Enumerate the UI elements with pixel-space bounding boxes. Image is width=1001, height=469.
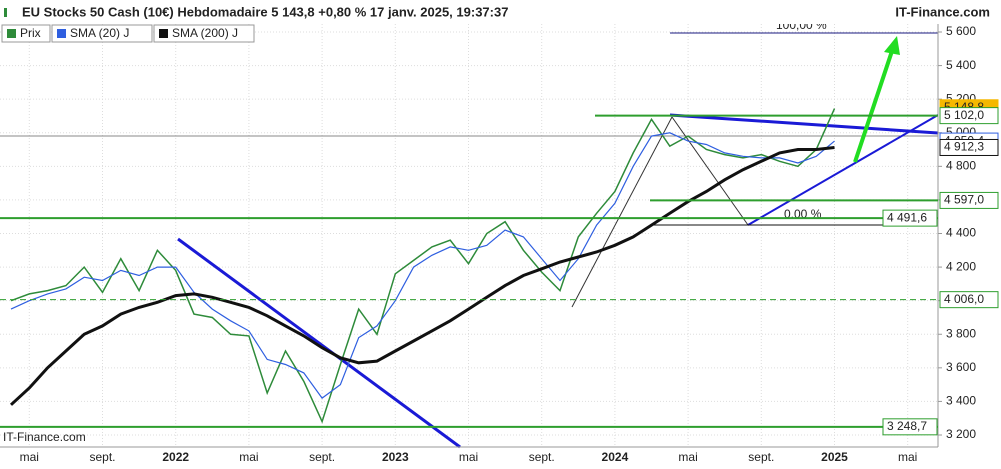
legend-label: SMA (20) J bbox=[70, 26, 129, 40]
level-label: 4 912,3 bbox=[944, 140, 984, 154]
x-tick-label: mai bbox=[898, 450, 917, 464]
level-box bbox=[882, 418, 938, 436]
level-label: 3 248,7 bbox=[887, 419, 927, 433]
level-box bbox=[882, 209, 938, 227]
y-tick-label: 5 400 bbox=[946, 58, 976, 72]
x-tick-label: mai bbox=[459, 450, 478, 464]
chart-title: EU Stocks 50 Cash (10€) Hebdomadaire 5 1… bbox=[22, 4, 508, 19]
series-line bbox=[9, 146, 835, 406]
x-tick-label: mai bbox=[239, 450, 258, 464]
trendline bbox=[671, 116, 749, 226]
level-label: 5 102,0 bbox=[944, 108, 984, 122]
y-tick-label: 5 600 bbox=[946, 24, 976, 38]
legend-box bbox=[51, 24, 153, 43]
level-box bbox=[939, 291, 999, 309]
y-tick-label: 4 200 bbox=[946, 259, 976, 273]
x-tick-label: sept. bbox=[89, 450, 115, 464]
header-bg bbox=[0, 0, 938, 24]
legend-label: Prix bbox=[20, 26, 41, 40]
trendline bbox=[747, 114, 939, 226]
x-tick-label: 2025 bbox=[821, 450, 848, 464]
x-tick-label: 2023 bbox=[382, 450, 409, 464]
legend-swatch bbox=[57, 29, 66, 38]
plot bbox=[9, 108, 836, 424]
legend-swatch bbox=[159, 29, 168, 38]
x-tick-label: 2024 bbox=[602, 450, 629, 464]
x-tick-label: sept. bbox=[309, 450, 335, 464]
x-tick-label: 2022 bbox=[162, 450, 189, 464]
x-tick-label: sept. bbox=[748, 450, 774, 464]
arrow bbox=[853, 47, 895, 163]
legend-box bbox=[153, 24, 255, 43]
y-tick-label: 3 400 bbox=[946, 394, 976, 408]
legend-swatch bbox=[7, 29, 16, 38]
level-box bbox=[939, 107, 999, 125]
y-tick-label: 3 800 bbox=[946, 326, 976, 340]
legend: Prix SMA (20) J SMA (200) J bbox=[1, 24, 255, 43]
legend-label: SMA (200) J bbox=[172, 26, 238, 40]
level-box bbox=[939, 191, 999, 209]
source: IT-Finance.com bbox=[895, 4, 990, 19]
trendline bbox=[177, 237, 461, 449]
level-label: 4 491,6 bbox=[887, 210, 927, 224]
logo bbox=[4, 8, 7, 17]
level-box bbox=[939, 138, 999, 156]
x-tick-label: mai bbox=[678, 450, 697, 464]
trendline bbox=[571, 116, 673, 308]
trendline bbox=[669, 113, 939, 135]
arrow-head bbox=[884, 36, 900, 55]
x-tick-label: sept. bbox=[529, 450, 555, 464]
x-tick-label: mai bbox=[20, 450, 39, 464]
y-tick-label: 3 600 bbox=[946, 360, 976, 374]
y-tick-label: 3 200 bbox=[946, 427, 976, 441]
level-label: 4 006,0 bbox=[944, 292, 984, 306]
series-line bbox=[10, 132, 835, 399]
y-tick-label: 4 800 bbox=[946, 159, 976, 173]
level-label: 4 597,0 bbox=[944, 193, 984, 207]
watermark: IT-Finance.com bbox=[3, 430, 86, 444]
y-tick-label: 4 400 bbox=[946, 226, 976, 240]
